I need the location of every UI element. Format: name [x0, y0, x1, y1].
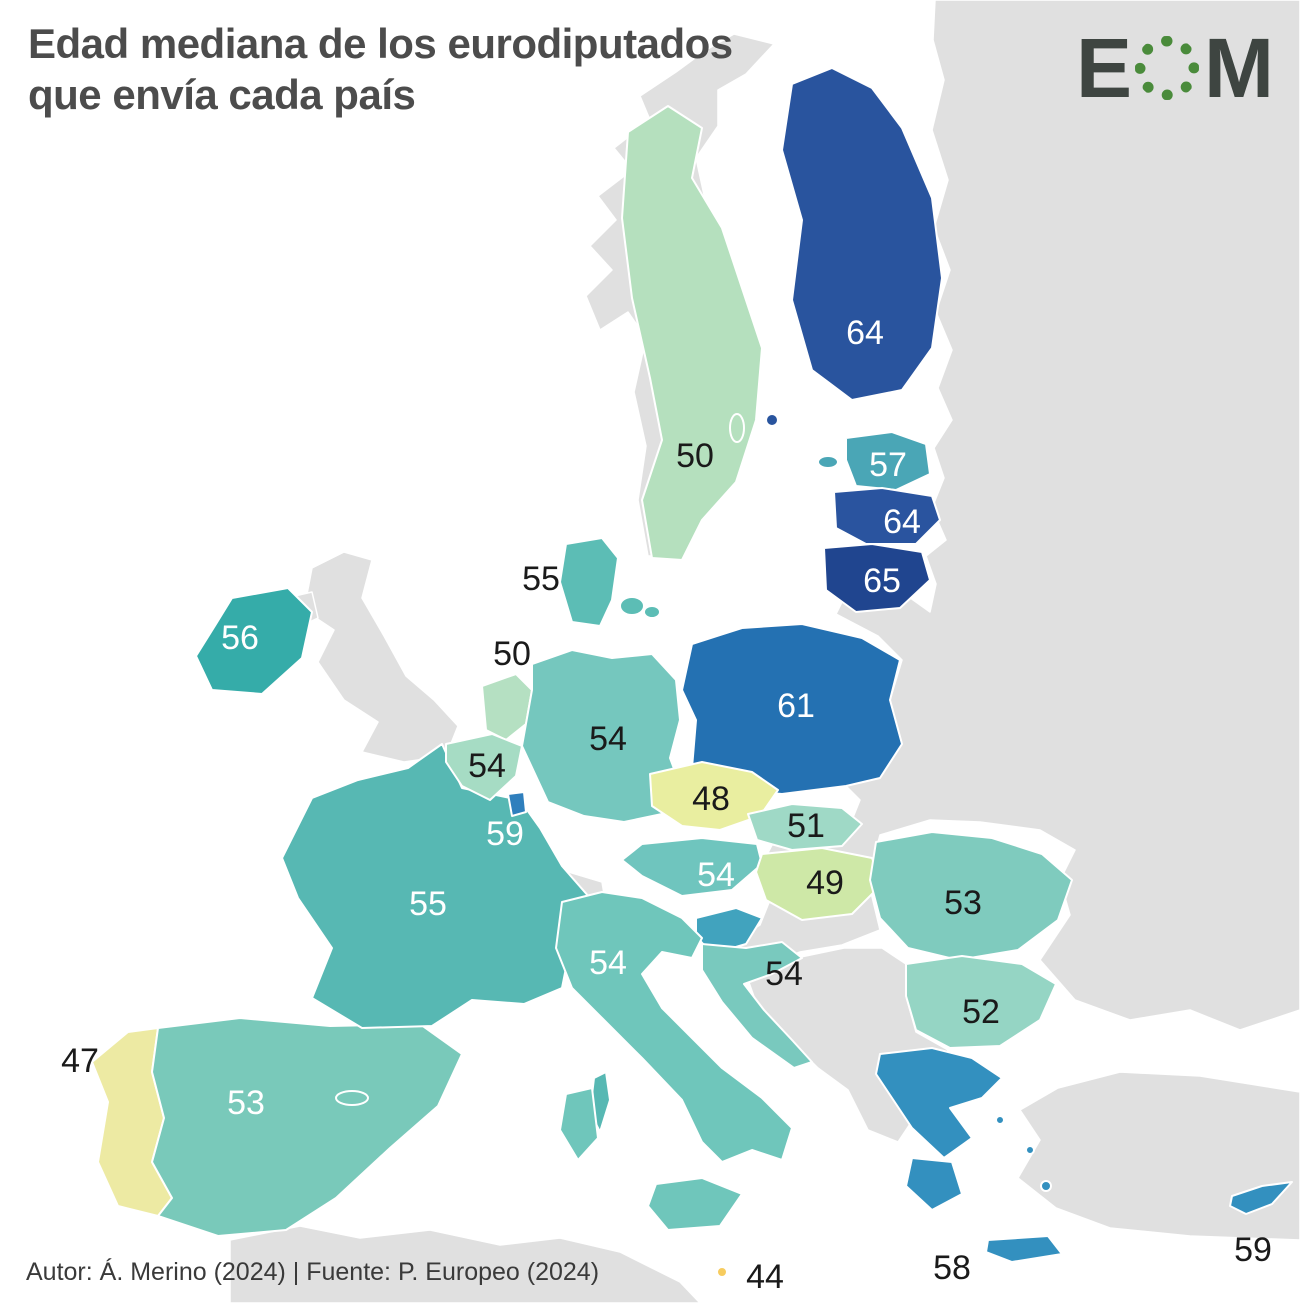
country-austria	[621, 837, 763, 897]
region-north-africa	[229, 1225, 701, 1303]
country-denmark	[559, 537, 619, 627]
logo-letter-m: M	[1204, 21, 1274, 115]
country-luxembourg	[507, 791, 527, 817]
country-latvia	[833, 487, 941, 545]
value-label-cyprus: 59	[1234, 1231, 1272, 1269]
value-label-malta: 44	[746, 1258, 784, 1296]
value-label-croatia: 54	[765, 955, 803, 993]
country-denmark-funen	[643, 605, 661, 619]
country-ireland	[195, 587, 313, 695]
country-greece-island-2	[1025, 1145, 1035, 1155]
page-title: Edad mediana de los eurodiputados que en…	[28, 18, 733, 120]
value-label-bulgaria: 52	[962, 993, 1000, 1031]
region-united-kingdom	[303, 551, 459, 763]
value-label-denmark: 55	[522, 560, 560, 598]
value-label-czechia: 48	[692, 780, 730, 818]
value-label-belgium: 54	[468, 747, 506, 785]
value-label-luxembourg: 59	[486, 815, 524, 853]
value-label-estonia: 57	[869, 446, 907, 484]
country-denmark-zealand	[619, 596, 645, 616]
country-greece-crete	[985, 1235, 1063, 1263]
country-lithuania	[823, 543, 931, 613]
eom-logo: E M	[1075, 21, 1274, 115]
country-italy-sicily	[647, 1177, 743, 1231]
value-label-finland: 64	[846, 314, 884, 352]
country-italy	[555, 891, 793, 1163]
country-poland	[681, 623, 903, 795]
non-eu-landmass	[229, 0, 1300, 1303]
value-label-germany: 54	[589, 720, 627, 758]
value-label-latvia: 64	[883, 503, 921, 541]
country-finland	[781, 67, 943, 401]
value-label-spain: 53	[227, 1084, 265, 1122]
country-croatia	[701, 941, 813, 1069]
eu-countries	[91, 67, 1293, 1278]
country-greece-peloponnese	[905, 1157, 963, 1211]
logo-letter-e: E	[1075, 21, 1132, 115]
value-label-hungary: 49	[806, 864, 844, 902]
value-label-netherlands: 50	[493, 635, 531, 673]
value-label-sweden: 50	[676, 437, 714, 475]
source-attribution: Autor: Á. Merino (2024) | Fuente: P. Eur…	[26, 1258, 600, 1286]
country-value-labels: 64 50 57 64 65 61 55 56 50 54 59 54 48 51 54 49 55 54 54 53…	[61, 314, 1272, 1296]
country-bulgaria	[905, 955, 1057, 1049]
country-sweden	[621, 105, 763, 561]
country-finland-aland	[765, 413, 779, 427]
value-label-greece: 58	[933, 1249, 971, 1287]
value-label-italy: 54	[589, 944, 627, 982]
country-italy-sardinia	[559, 1087, 599, 1161]
country-spain-balearics	[335, 1090, 369, 1106]
region-turkey	[1017, 1071, 1300, 1241]
value-label-romania: 53	[944, 884, 982, 922]
value-label-france: 55	[409, 885, 447, 923]
title-line-2: que envía cada país	[28, 71, 416, 119]
country-cyprus	[1229, 1181, 1293, 1215]
logo-dotted-ring-icon	[1135, 36, 1200, 100]
country-malta	[716, 1266, 728, 1278]
country-slovakia	[747, 803, 863, 851]
value-label-slovakia: 51	[787, 807, 825, 845]
country-estonia	[845, 431, 931, 491]
country-spain	[151, 1017, 463, 1237]
country-estonia-saaremaa	[817, 455, 839, 469]
country-greece-rhodes	[1040, 1180, 1052, 1192]
country-greece	[875, 1047, 1003, 1159]
value-label-lithuania: 65	[863, 562, 901, 600]
country-greece-island-1	[995, 1115, 1005, 1125]
country-hungary	[755, 847, 883, 921]
country-romania	[869, 831, 1073, 961]
value-label-poland: 61	[777, 687, 815, 725]
title-line-1: Edad mediana de los eurodiputados	[28, 20, 733, 67]
value-label-ireland: 56	[221, 619, 259, 657]
country-belgium	[445, 733, 523, 801]
country-sweden-gotland	[729, 413, 745, 443]
value-label-portugal: 47	[61, 1042, 99, 1080]
value-label-austria: 54	[697, 856, 735, 894]
